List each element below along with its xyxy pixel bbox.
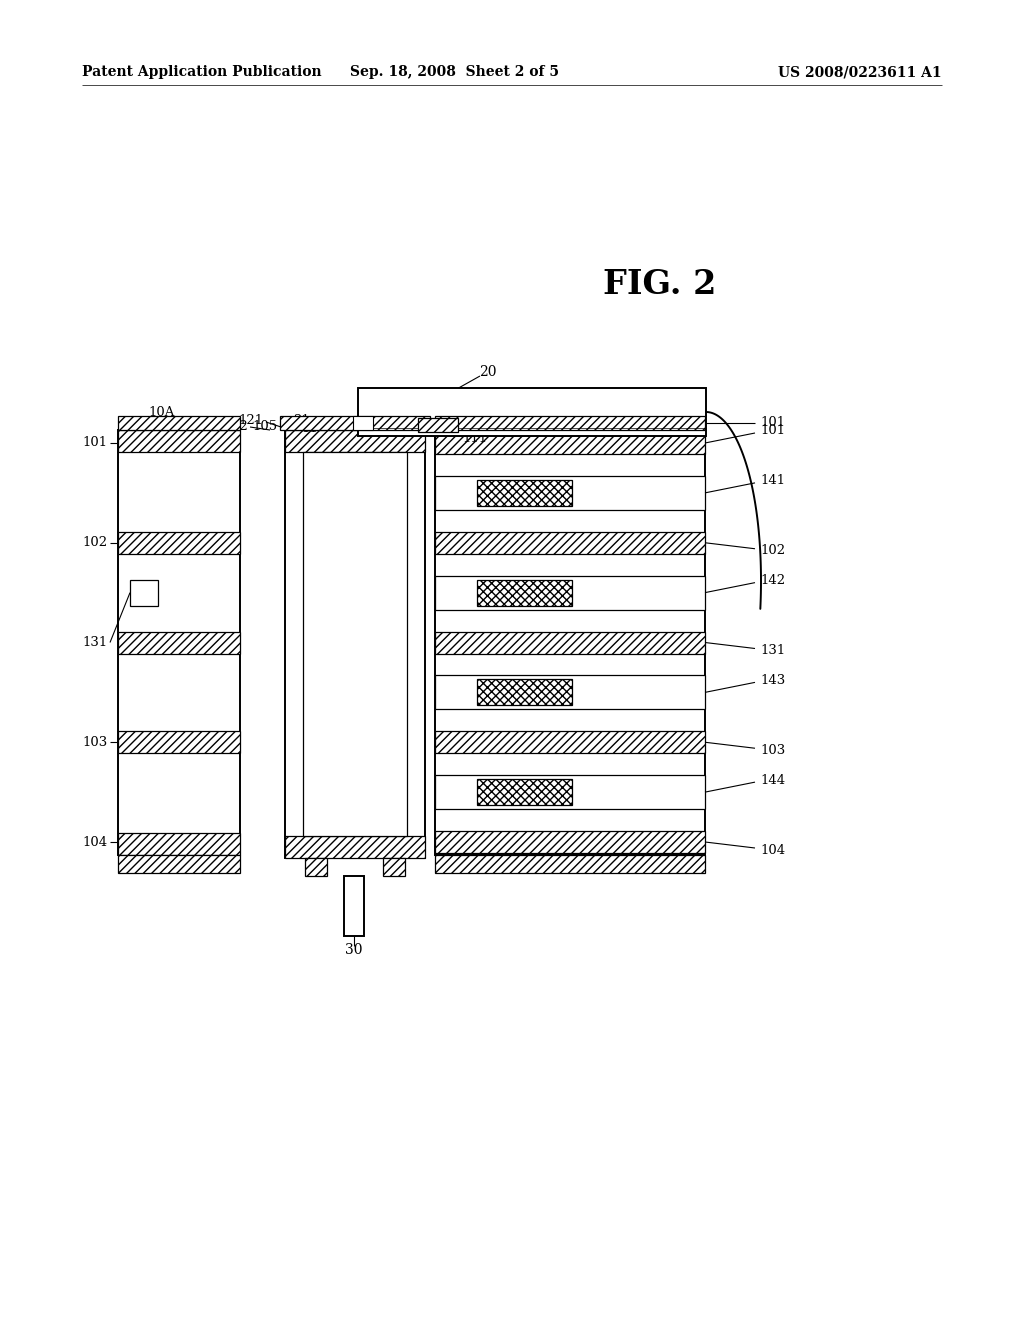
- Bar: [344, 876, 364, 936]
- Bar: [285, 430, 425, 451]
- Bar: [118, 855, 240, 873]
- Bar: [435, 477, 705, 510]
- Bar: [118, 430, 240, 451]
- Bar: [118, 416, 240, 430]
- Text: 101: 101: [760, 417, 785, 429]
- Bar: [435, 432, 705, 454]
- Text: 104: 104: [83, 836, 108, 849]
- Text: 142: 142: [760, 574, 785, 587]
- Bar: [358, 388, 706, 436]
- Bar: [285, 430, 425, 858]
- Bar: [118, 532, 240, 554]
- Text: 101: 101: [760, 425, 785, 437]
- Text: 111: 111: [462, 432, 487, 445]
- Bar: [435, 576, 705, 610]
- Text: 102: 102: [760, 544, 785, 557]
- Text: 141: 141: [760, 474, 785, 487]
- Text: 20: 20: [479, 366, 497, 379]
- Bar: [418, 418, 458, 432]
- Bar: [435, 532, 705, 554]
- Text: 30: 30: [345, 942, 362, 957]
- Text: 101: 101: [83, 437, 108, 450]
- Bar: [303, 451, 407, 836]
- Bar: [435, 430, 705, 855]
- Text: 121: 121: [239, 413, 264, 426]
- Text: 143: 143: [760, 675, 785, 686]
- Bar: [477, 680, 572, 705]
- Bar: [435, 832, 705, 853]
- Bar: [118, 631, 240, 653]
- Text: 102: 102: [83, 536, 108, 549]
- Bar: [383, 858, 406, 876]
- Text: Patent Application Publication: Patent Application Publication: [82, 65, 322, 79]
- Bar: [285, 836, 425, 858]
- Bar: [477, 480, 572, 506]
- Text: FIG. 2: FIG. 2: [603, 268, 717, 301]
- Bar: [435, 731, 705, 754]
- Bar: [118, 731, 240, 754]
- Bar: [118, 430, 240, 855]
- Bar: [435, 416, 705, 430]
- Text: US 2008/0223611 A1: US 2008/0223611 A1: [778, 65, 942, 79]
- Bar: [305, 858, 327, 876]
- Text: 103: 103: [83, 735, 108, 748]
- Text: 21: 21: [293, 413, 310, 426]
- Bar: [280, 416, 430, 430]
- Text: 131: 131: [760, 644, 785, 657]
- Bar: [130, 579, 158, 606]
- Bar: [477, 579, 572, 606]
- Text: 11: 11: [301, 421, 318, 434]
- Bar: [435, 775, 705, 809]
- Bar: [435, 631, 705, 653]
- Text: 103: 103: [760, 743, 785, 756]
- Text: 12: 12: [231, 421, 248, 433]
- Text: 104: 104: [760, 843, 785, 857]
- Bar: [435, 855, 705, 873]
- Bar: [353, 416, 373, 430]
- Text: 131: 131: [83, 636, 108, 649]
- Text: 10A: 10A: [148, 405, 175, 418]
- Bar: [477, 779, 572, 805]
- Text: 144: 144: [760, 774, 785, 787]
- Text: 105: 105: [253, 420, 278, 433]
- Bar: [118, 833, 240, 855]
- Text: Sep. 18, 2008  Sheet 2 of 5: Sep. 18, 2008 Sheet 2 of 5: [350, 65, 559, 79]
- Bar: [435, 676, 705, 709]
